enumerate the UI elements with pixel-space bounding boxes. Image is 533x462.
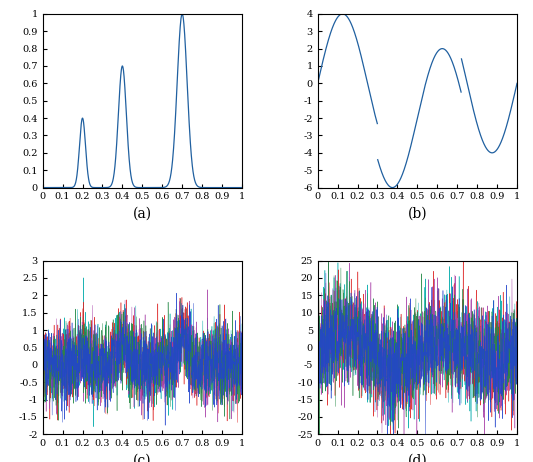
X-axis label: (b): (b): [408, 207, 427, 221]
X-axis label: (c): (c): [133, 454, 151, 462]
X-axis label: (d): (d): [407, 454, 427, 462]
X-axis label: (a): (a): [133, 207, 152, 221]
